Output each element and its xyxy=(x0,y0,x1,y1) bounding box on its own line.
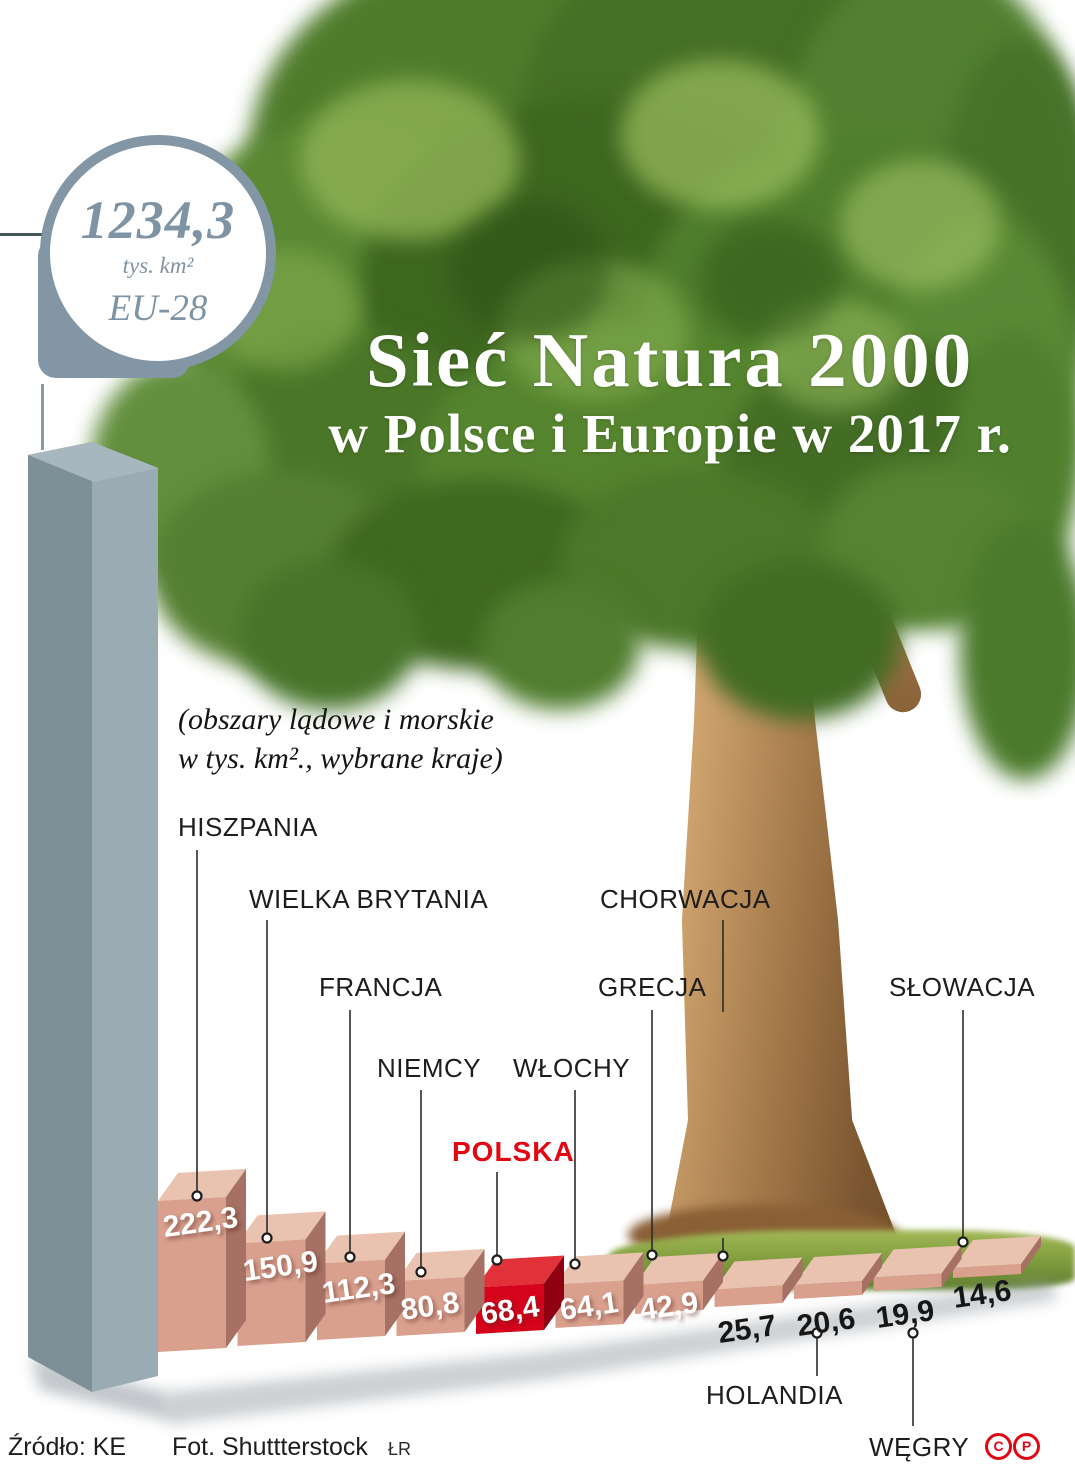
foliage-blob xyxy=(240,560,420,710)
foliage-blob xyxy=(700,560,900,720)
chart-subtitle-line1: (obszary lądowe i morskie xyxy=(178,703,494,736)
eu28-badge: 1234,3 tys. km² EU-28 xyxy=(40,135,276,371)
country-label-polska: POLSKA xyxy=(452,1136,575,1167)
eu28-unit: tys. km² xyxy=(122,253,194,278)
leader-dot xyxy=(344,1251,356,1263)
bar-francja xyxy=(317,1231,405,1340)
country-label-chorwacja: CHORWACJA xyxy=(600,884,771,914)
foliage-blob xyxy=(620,60,820,210)
bar-s-owacja xyxy=(953,1236,1041,1278)
country-label-wielka-brytania: WIELKA BRYTANIA xyxy=(249,884,489,914)
leader-dot xyxy=(569,1258,581,1270)
bar-wielka-brytania xyxy=(237,1211,326,1346)
badge-pointer-line xyxy=(0,233,46,236)
badge-column-line xyxy=(41,384,44,450)
bar-chorwacja xyxy=(714,1257,803,1307)
country-label-wlochy: WŁOCHY xyxy=(513,1053,631,1083)
eu28-label: EU-28 xyxy=(108,288,208,329)
eu28-value: 1234,3 xyxy=(80,190,236,250)
bar-hiszpania xyxy=(158,1168,246,1352)
country-label-niemcy: NIEMCY xyxy=(377,1053,482,1083)
foliage-blob xyxy=(700,220,840,340)
leader-dot xyxy=(491,1254,503,1266)
foliage-blob xyxy=(840,160,1000,290)
leader-dot xyxy=(717,1250,729,1262)
copyright-icon: C xyxy=(985,1433,1012,1460)
foliage-blob xyxy=(480,580,640,710)
foliage-blob xyxy=(960,520,1075,780)
photo-credit: Fot. Shuttterstock xyxy=(172,1433,368,1461)
leader-dot xyxy=(811,1327,823,1339)
leader-dot xyxy=(261,1232,273,1244)
country-label-slowacja: SŁOWACJA xyxy=(889,972,1036,1002)
leader-dot xyxy=(191,1190,203,1202)
country-label-francja: FRANCJA xyxy=(319,972,443,1002)
publication-icon: P xyxy=(1013,1433,1040,1460)
leader-dot xyxy=(957,1236,969,1248)
bar-holandia xyxy=(794,1252,882,1299)
bar-grecja xyxy=(635,1252,723,1314)
bars-shadow xyxy=(165,1280,1058,1424)
source-credit: Źródło: KE xyxy=(8,1433,127,1461)
foliage-blob xyxy=(450,200,610,340)
chart-subtitle-line2: w tys. km²., wybrane kraje) xyxy=(178,742,503,775)
page-title: Sieć Natura 2000 xyxy=(365,317,975,403)
leader-dot xyxy=(415,1266,427,1278)
leader-dot xyxy=(646,1249,658,1261)
country-label-wegry: WĘGRY xyxy=(869,1432,970,1462)
chart-subtitle: (obszary lądowe i morskie w tys. km²., w… xyxy=(178,700,503,778)
page-subtitle-line: w Polsce i Europie w 2017 r. xyxy=(328,403,1012,464)
leader-dot xyxy=(907,1327,919,1339)
author-initials: ŁR xyxy=(388,1439,412,1459)
country-label-holandia: HOLANDIA xyxy=(706,1380,843,1410)
country-label-grecja: GRECJA xyxy=(598,972,707,1002)
bar-eu-28 xyxy=(28,442,158,1392)
bar-w-gry xyxy=(873,1245,962,1291)
country-label-hiszpania: HISZPANIA xyxy=(178,812,318,842)
